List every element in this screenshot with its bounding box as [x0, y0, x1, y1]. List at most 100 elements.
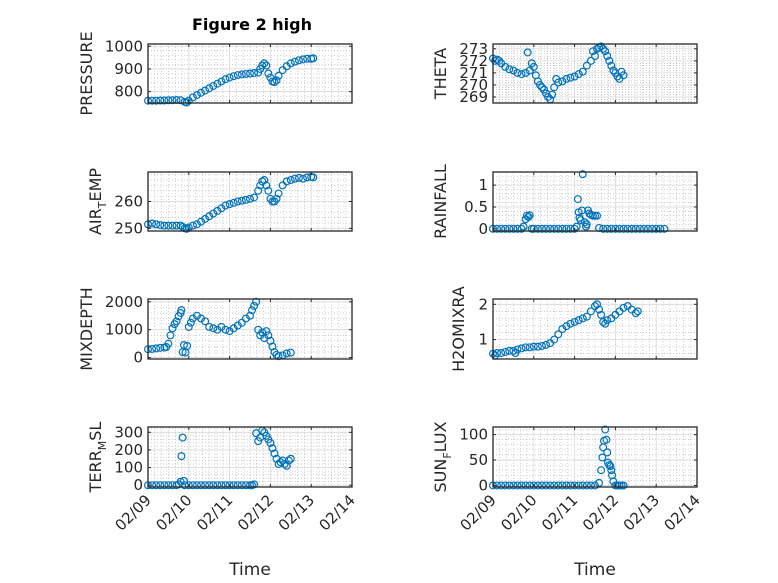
data-point [183, 341, 192, 350]
data-point [209, 209, 218, 218]
data-point [601, 47, 610, 56]
data-point [205, 84, 214, 93]
data-point [290, 57, 299, 66]
data-point [152, 220, 161, 229]
data-point [522, 211, 531, 220]
data-point [213, 206, 222, 215]
y-tick-label: 2 [478, 295, 488, 313]
data-point [182, 224, 191, 233]
data-point [282, 177, 291, 186]
data-point [201, 214, 210, 223]
data-point [529, 342, 538, 351]
data-point [599, 224, 608, 233]
data-point [270, 78, 279, 87]
data-point [550, 335, 559, 344]
data-point [201, 481, 210, 490]
data-point [270, 449, 279, 458]
data-point [278, 181, 287, 190]
data-point [521, 68, 530, 77]
data-point [597, 466, 606, 475]
data-point [188, 221, 197, 230]
data-point [497, 481, 506, 490]
data-point [217, 77, 226, 86]
y-tick-label: 271 [459, 64, 488, 82]
data-point [184, 481, 193, 490]
data-point [606, 462, 615, 471]
y-tick-label: 800 [114, 83, 143, 101]
data-point [611, 224, 620, 233]
data-point [521, 343, 530, 352]
data-point [576, 216, 585, 225]
data-point [580, 218, 589, 227]
data-point [233, 71, 242, 80]
data-point [156, 96, 165, 105]
data-point [497, 349, 506, 358]
data-point [648, 224, 657, 233]
data-point [573, 195, 582, 204]
data-point [558, 224, 567, 233]
data-point [615, 224, 624, 233]
data-point [209, 324, 218, 333]
data-point [574, 70, 583, 79]
data-point [544, 92, 553, 101]
subplot-h2omixra: 1 2 H2OMIXRA [449, 286, 698, 372]
data-point [535, 80, 544, 89]
y-axis-label: SUNFLUX [431, 421, 454, 492]
data-point [609, 477, 618, 486]
data-point [607, 61, 616, 70]
data-point [513, 481, 522, 490]
data-point [192, 91, 201, 100]
data-point [164, 221, 173, 230]
y-axis-label: RAINFALL [431, 164, 450, 239]
data-point [237, 318, 246, 327]
axes-box [147, 298, 353, 360]
data-point [602, 435, 611, 444]
subplot-air_temp: 250 260 AIRTEMP [86, 168, 353, 237]
data-point [241, 69, 250, 78]
data-point [599, 44, 608, 53]
data-point [597, 42, 606, 51]
data-point [631, 309, 640, 318]
data-point [192, 220, 201, 229]
data-point [586, 481, 595, 490]
data-point [256, 181, 265, 190]
data-point [192, 481, 201, 490]
axes-box [147, 43, 353, 104]
data-point [517, 481, 526, 490]
y-tick-label: 273 [459, 40, 488, 58]
data-point [286, 348, 295, 357]
data-point [262, 327, 271, 336]
data-point [241, 481, 250, 490]
y-tick-label: 270 [459, 76, 488, 94]
data-point [513, 345, 522, 354]
data-point [160, 221, 169, 230]
data-point [225, 200, 234, 209]
data-point [188, 93, 197, 102]
data-point [168, 221, 177, 230]
subplot-mixdepth: 0 1000 2000 MIXDEPTH [77, 287, 353, 371]
data-point [250, 301, 259, 310]
data-point [529, 62, 538, 71]
data-point [546, 224, 555, 233]
data-point [537, 224, 546, 233]
y-tick-label: 0 [133, 476, 143, 494]
data-point [246, 69, 255, 78]
data-point [172, 317, 181, 326]
data-point [523, 48, 532, 57]
data-point [179, 476, 188, 485]
axes-box [147, 426, 353, 488]
data-point [505, 224, 514, 233]
data-point [184, 322, 193, 331]
data-point [250, 69, 259, 78]
data-point [148, 344, 157, 353]
y-tick-label: 200 [114, 441, 143, 459]
data-point [509, 66, 518, 75]
y-axis-label: THETA [431, 48, 450, 100]
data-point [217, 204, 226, 213]
data-point [278, 66, 287, 75]
x-tick-label: 02/11 [538, 491, 581, 534]
data-point [164, 96, 173, 105]
data-point [562, 481, 571, 490]
